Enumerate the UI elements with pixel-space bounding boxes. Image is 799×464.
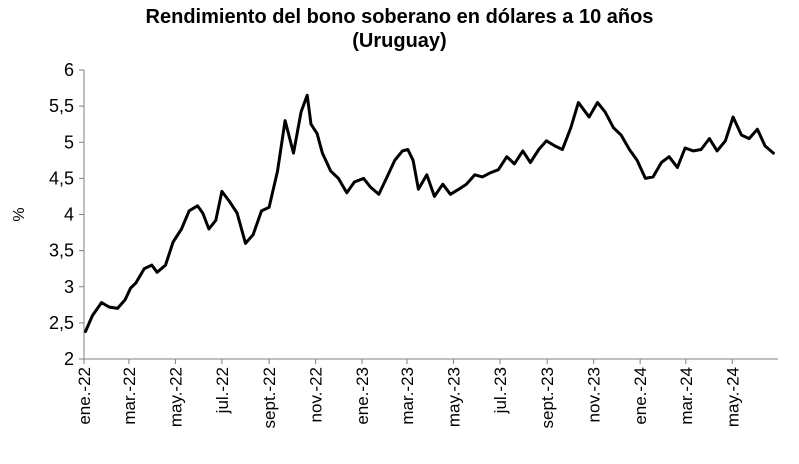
x-tick-label: may.-22 [166,367,185,427]
x-tick-label: jul.-23 [491,367,510,414]
x-tick-label: jul.-22 [213,367,232,414]
x-tick-label: ene.-24 [631,367,650,425]
y-axis-ticks: 2 2,5 3 3,5 4 4,5 5 5,5 6 [49,60,84,369]
y-tick-label: 4,5 [49,168,74,188]
y-tick-label: 2,5 [49,313,74,333]
x-tick-label: may.-23 [444,367,463,427]
x-tick-label: nov.-22 [307,367,326,422]
x-tick-label: sept.-22 [260,367,279,428]
series-layer [84,93,775,333]
x-tick-label: mar.-23 [398,367,417,425]
y-tick-label: 5,5 [49,96,74,116]
x-tick-label: mar.-22 [120,367,139,425]
y-tick-label: 3,5 [49,241,74,261]
y-axis-label: % [11,207,28,221]
x-axis-ticks: ene.-22 mar.-22 may.-22 jul.-22 sept.-22 nov.… [75,359,742,428]
chart-title-block: Rendimiento del bono soberano en dólares… [0,5,799,53]
y-tick-label: 3 [64,277,74,297]
x-tick-label: may.-24 [723,367,742,427]
y-tick-label: 4 [64,205,74,225]
y-tick-label: 6 [64,60,74,80]
chart-title: Rendimiento del bono soberano en dólares… [145,6,654,28]
series-line-0 [84,93,775,333]
x-tick-label: ene.-23 [353,367,372,425]
x-tick-label: sept.-23 [538,367,557,428]
y-tick-label: 2 [64,349,74,369]
x-tick-label: nov.-23 [585,367,604,422]
y-tick-label: 5 [64,132,74,152]
chart-subtitle: (Uruguay) [352,30,447,52]
x-tick-label: mar.-24 [677,367,696,425]
x-tick-label: ene.-22 [75,367,94,425]
